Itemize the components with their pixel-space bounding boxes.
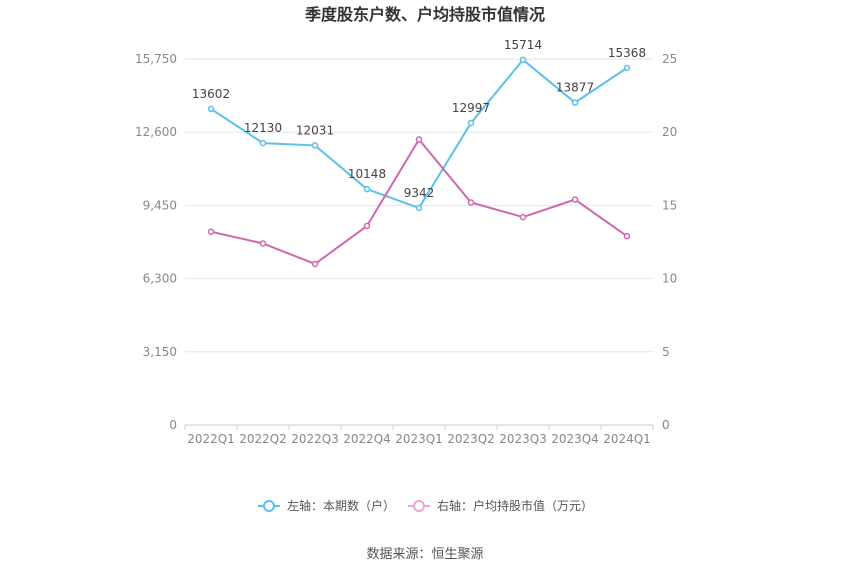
y-right-tick-label: 0 — [662, 418, 670, 432]
legend-label-right: 右轴：户均持股市值（万元） — [437, 498, 593, 513]
left-axis: 0 3,150 6,300 9,450 12,600 15,750 — [135, 52, 177, 432]
x-tick-label: 2024Q1 — [603, 432, 651, 446]
y-right-tick-label: 5 — [662, 345, 670, 359]
data-point-left[interactable] — [363, 185, 371, 193]
data-point-right[interactable] — [623, 232, 631, 240]
y-left-tick-label: 6,300 — [143, 272, 177, 286]
y-left-tick-label: 0 — [169, 418, 177, 432]
data-label: 12130 — [244, 121, 282, 135]
x-tick-label: 2023Q4 — [551, 432, 599, 446]
data-point-right[interactable] — [415, 136, 423, 143]
data-point-left[interactable] — [519, 56, 527, 64]
legend: 左轴：本期数（户） 右轴：户均持股市值（万元） — [258, 498, 593, 513]
x-tick-label: 2023Q1 — [395, 432, 443, 446]
x-tick-label: 2022Q4 — [343, 432, 391, 446]
y-right-tick-label: 15 — [662, 198, 677, 212]
data-point-left[interactable] — [571, 99, 579, 106]
y-right-tick-label: 20 — [662, 125, 677, 139]
y-left-tick-label: 15,750 — [135, 52, 177, 66]
y-left-tick-label: 3,150 — [143, 345, 177, 359]
data-point-left[interactable] — [311, 142, 319, 149]
legend-item-left[interactable]: 左轴：本期数（户） — [258, 498, 395, 513]
x-tick-label: 2022Q2 — [239, 432, 287, 446]
data-label: 9342 — [404, 186, 435, 200]
data-label: 15368 — [608, 46, 646, 60]
chart-title: 季度股东户数、户均持股市值情况 — [304, 5, 545, 24]
data-label: 12031 — [296, 123, 334, 137]
grid — [185, 58, 653, 426]
data-point-right[interactable] — [363, 222, 371, 230]
x-axis: 2022Q1 2022Q2 2022Q3 2022Q4 2023Q1 2023Q2 2023… — [184, 425, 654, 446]
x-tick-label: 2022Q3 — [291, 432, 339, 446]
data-point-right[interactable] — [519, 213, 527, 221]
data-label: 13602 — [192, 87, 230, 101]
series-layer: 13602 12130 12031 10148 9342 12997 15714 13877 1… — [192, 38, 646, 268]
data-point-left[interactable] — [623, 64, 631, 72]
right-axis: 0 5 10 15 20 25 — [662, 52, 677, 432]
legend-item-right[interactable]: 右轴：户均持股市值（万元） — [408, 498, 593, 513]
data-point-left[interactable] — [259, 139, 267, 147]
data-point-right[interactable] — [571, 196, 579, 203]
data-label: 10148 — [348, 167, 386, 181]
series-line-right — [210, 137, 628, 266]
data-point-right[interactable] — [467, 199, 475, 206]
data-point-left[interactable] — [207, 105, 215, 113]
data-point-left[interactable] — [467, 119, 475, 127]
data-label: 15714 — [504, 38, 542, 52]
data-point-left[interactable] — [415, 204, 423, 212]
y-right-tick-label: 25 — [662, 52, 677, 66]
data-label: 12997 — [452, 101, 490, 115]
legend-label-left: 左轴：本期数（户） — [287, 498, 395, 513]
x-tick-label: 2023Q2 — [447, 432, 495, 446]
data-source: 数据来源：恒生聚源 — [366, 547, 483, 562]
data-point-right[interactable] — [207, 228, 215, 236]
y-right-tick-label: 10 — [662, 272, 677, 286]
x-tick-label: 2023Q3 — [499, 432, 547, 446]
y-left-tick-label: 12,600 — [135, 125, 177, 139]
x-tick-label: 2022Q1 — [187, 432, 235, 446]
data-label: 13877 — [556, 81, 594, 95]
data-point-right[interactable] — [311, 260, 319, 268]
data-point-right[interactable] — [259, 240, 267, 247]
y-left-tick-label: 9,450 — [143, 198, 177, 212]
